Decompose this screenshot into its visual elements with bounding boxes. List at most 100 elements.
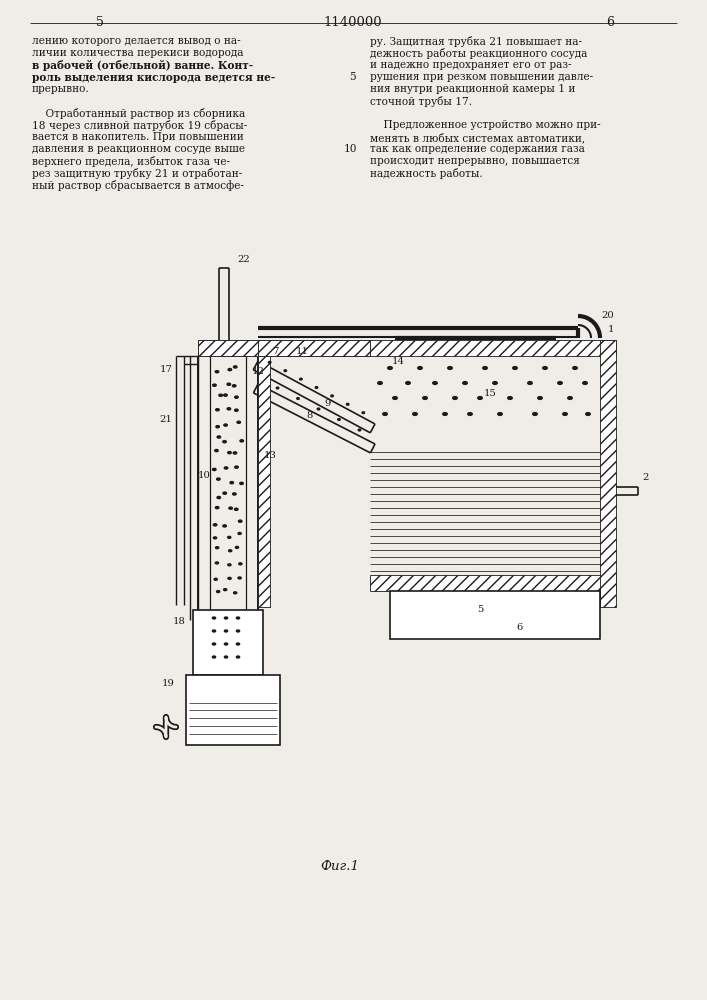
Ellipse shape: [237, 421, 240, 423]
Ellipse shape: [443, 413, 448, 415]
Ellipse shape: [387, 367, 392, 369]
Ellipse shape: [228, 536, 231, 538]
Bar: [370, 340, 616, 356]
Ellipse shape: [224, 467, 228, 469]
Ellipse shape: [543, 367, 547, 369]
Text: ния внутри реакционной камеры 1 и: ния внутри реакционной камеры 1 и: [370, 84, 575, 94]
Ellipse shape: [527, 382, 532, 384]
Ellipse shape: [216, 409, 219, 411]
Text: сточной трубы 17.: сточной трубы 17.: [370, 96, 472, 107]
Ellipse shape: [493, 382, 497, 384]
Bar: [258, 356, 270, 607]
Text: 12: 12: [252, 366, 264, 375]
Bar: [390, 591, 600, 639]
Ellipse shape: [568, 397, 572, 399]
Text: дежность работы реакционного сосуда: дежность работы реакционного сосуда: [370, 48, 588, 59]
Ellipse shape: [224, 424, 228, 426]
Ellipse shape: [216, 591, 220, 593]
Text: ный раствор сбрасывается в атмосфе-: ный раствор сбрасывается в атмосфе-: [32, 180, 244, 191]
Bar: [193, 610, 263, 675]
Ellipse shape: [573, 367, 577, 369]
Text: 5: 5: [96, 16, 104, 29]
Ellipse shape: [212, 630, 216, 632]
Ellipse shape: [233, 366, 237, 368]
Ellipse shape: [269, 361, 271, 363]
Ellipse shape: [448, 367, 452, 369]
Ellipse shape: [533, 413, 537, 415]
Text: 15: 15: [484, 389, 496, 398]
Text: Фиг.1: Фиг.1: [320, 860, 359, 873]
Ellipse shape: [227, 408, 230, 410]
Ellipse shape: [219, 394, 223, 396]
Ellipse shape: [358, 429, 361, 431]
Ellipse shape: [498, 413, 502, 415]
Text: 7: 7: [271, 347, 278, 356]
Text: ру. Защитная трубка 21 повышает на-: ру. Защитная трубка 21 повышает на-: [370, 36, 582, 47]
Ellipse shape: [223, 525, 226, 527]
Bar: [198, 340, 370, 356]
Text: рез защитную трубку 21 и отработан-: рез защитную трубку 21 и отработан-: [32, 168, 243, 179]
Ellipse shape: [452, 397, 457, 399]
Ellipse shape: [235, 546, 238, 548]
Text: надежность работы.: надежность работы.: [370, 168, 483, 179]
Bar: [600, 340, 616, 607]
Bar: [258, 340, 370, 356]
Ellipse shape: [433, 382, 437, 384]
Ellipse shape: [224, 630, 228, 632]
Ellipse shape: [212, 617, 216, 619]
Ellipse shape: [224, 656, 228, 658]
Ellipse shape: [276, 387, 279, 389]
Text: 18 через сливной патрубок 19 сбрасы-: 18 через сливной патрубок 19 сбрасы-: [32, 120, 247, 131]
Text: 6: 6: [517, 622, 523, 632]
Text: 18: 18: [173, 617, 185, 626]
Ellipse shape: [468, 413, 472, 415]
Ellipse shape: [224, 643, 228, 645]
Ellipse shape: [236, 630, 240, 632]
Ellipse shape: [418, 367, 422, 369]
Text: и надежно предохраняет его от раз-: и надежно предохраняет его от раз-: [370, 60, 571, 70]
Ellipse shape: [227, 383, 230, 385]
Ellipse shape: [413, 413, 417, 415]
Text: так как определение содержания газа: так как определение содержания газа: [370, 144, 585, 154]
Text: 17: 17: [160, 365, 173, 374]
Ellipse shape: [235, 466, 238, 468]
Ellipse shape: [223, 589, 227, 591]
Ellipse shape: [228, 564, 231, 566]
Ellipse shape: [235, 409, 238, 411]
Text: 13: 13: [264, 452, 276, 460]
Ellipse shape: [230, 482, 233, 484]
Ellipse shape: [215, 449, 218, 452]
Ellipse shape: [224, 617, 228, 619]
Ellipse shape: [338, 419, 340, 420]
Ellipse shape: [483, 367, 487, 369]
Ellipse shape: [223, 441, 226, 443]
Ellipse shape: [215, 562, 218, 564]
Ellipse shape: [236, 643, 240, 645]
Ellipse shape: [563, 413, 567, 415]
Ellipse shape: [393, 397, 397, 399]
Text: 1: 1: [608, 326, 614, 334]
Ellipse shape: [315, 387, 317, 388]
Ellipse shape: [216, 426, 219, 428]
Ellipse shape: [478, 397, 482, 399]
Ellipse shape: [423, 397, 427, 399]
Ellipse shape: [233, 452, 237, 454]
Ellipse shape: [228, 452, 231, 454]
Text: 21: 21: [160, 416, 173, 424]
Ellipse shape: [214, 537, 216, 539]
Ellipse shape: [235, 396, 238, 398]
Ellipse shape: [235, 508, 238, 510]
Text: 10: 10: [197, 472, 211, 481]
Ellipse shape: [217, 436, 221, 438]
Ellipse shape: [236, 656, 240, 658]
Ellipse shape: [223, 492, 226, 494]
Ellipse shape: [217, 496, 221, 499]
Text: 19: 19: [162, 678, 175, 688]
Text: роль выделения кислорода ведется не-: роль выделения кислорода ведется не-: [32, 72, 275, 83]
Bar: [370, 575, 616, 591]
Ellipse shape: [300, 378, 302, 380]
Ellipse shape: [508, 397, 513, 399]
Text: в рабочей (отбельной) ванне. Конт-: в рабочей (отбельной) ванне. Конт-: [32, 60, 253, 71]
Text: происходит непрерывно, повышается: происходит непрерывно, повышается: [370, 156, 580, 166]
Ellipse shape: [238, 577, 241, 579]
